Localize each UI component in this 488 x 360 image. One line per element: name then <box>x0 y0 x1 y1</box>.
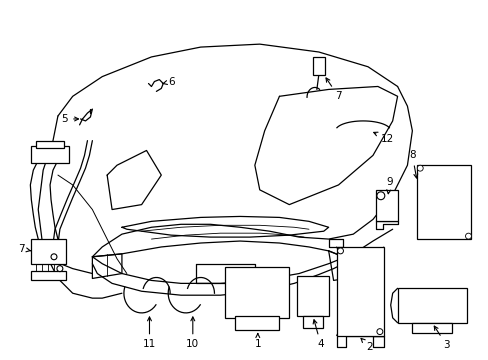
Bar <box>31 239 66 264</box>
Bar <box>297 276 328 316</box>
Bar <box>31 271 66 280</box>
Bar <box>397 288 466 323</box>
Text: 11: 11 <box>142 317 156 350</box>
Bar <box>225 267 289 318</box>
Circle shape <box>337 248 343 254</box>
Bar <box>36 141 64 148</box>
Text: 10: 10 <box>186 317 199 350</box>
Circle shape <box>376 192 384 200</box>
Polygon shape <box>254 86 397 204</box>
Text: 7: 7 <box>325 78 341 101</box>
Bar <box>411 323 451 333</box>
Bar <box>312 57 324 75</box>
Text: 7: 7 <box>18 244 30 254</box>
Circle shape <box>465 233 470 239</box>
Circle shape <box>376 329 382 334</box>
Bar <box>31 145 69 163</box>
Circle shape <box>57 266 63 271</box>
Text: 2: 2 <box>360 338 372 352</box>
Text: 12: 12 <box>373 132 394 144</box>
Bar <box>303 316 322 328</box>
Text: 6: 6 <box>162 77 174 86</box>
Bar <box>416 165 470 239</box>
Text: 4: 4 <box>312 320 324 350</box>
Bar <box>375 190 397 221</box>
Polygon shape <box>107 150 161 210</box>
Text: 8: 8 <box>408 150 417 178</box>
Text: 3: 3 <box>433 326 449 350</box>
Text: 5: 5 <box>61 114 79 124</box>
Text: 1: 1 <box>254 333 261 350</box>
Circle shape <box>416 165 422 171</box>
Bar <box>336 247 383 336</box>
Circle shape <box>51 254 57 260</box>
Bar <box>235 316 279 330</box>
Text: 9: 9 <box>386 177 392 194</box>
